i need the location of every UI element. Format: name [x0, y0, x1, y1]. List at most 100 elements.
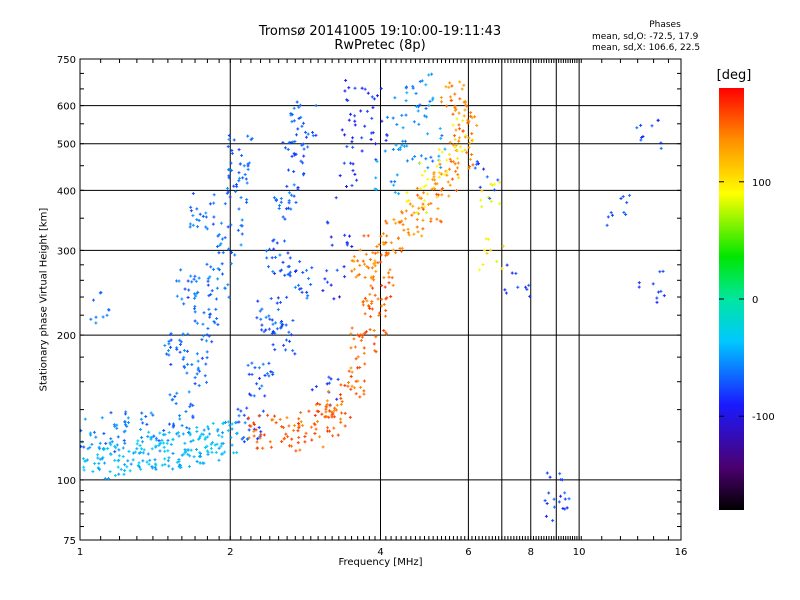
data-point	[217, 458, 221, 462]
data-point	[369, 284, 373, 288]
data-point	[382, 276, 386, 280]
data-point	[260, 307, 264, 311]
data-point	[420, 79, 424, 83]
data-point	[659, 141, 663, 145]
data-point	[209, 446, 213, 450]
data-point	[304, 431, 308, 435]
data-point	[296, 422, 300, 426]
data-point	[439, 136, 443, 140]
data-point	[400, 211, 404, 215]
data-point	[328, 404, 332, 408]
data-point	[427, 202, 431, 206]
data-point	[477, 162, 481, 166]
data-point	[440, 150, 444, 154]
data-point	[86, 447, 90, 451]
data-point	[150, 435, 154, 439]
data-point	[282, 426, 286, 430]
data-point	[178, 417, 182, 421]
data-point	[345, 145, 349, 149]
data-point	[229, 223, 233, 227]
data-point	[260, 384, 264, 388]
data-point	[349, 112, 353, 116]
data-point	[239, 243, 243, 247]
data-point	[457, 123, 461, 127]
data-point	[375, 94, 379, 98]
data-point	[221, 452, 225, 456]
data-point	[191, 438, 195, 442]
data-point	[364, 252, 368, 256]
data-point	[369, 315, 373, 319]
data-point	[404, 113, 408, 117]
data-point	[158, 449, 162, 453]
data-point	[189, 209, 193, 213]
data-point	[343, 275, 347, 279]
data-point	[311, 134, 315, 138]
data-point	[314, 427, 318, 431]
data-point	[466, 118, 470, 122]
data-point	[380, 297, 384, 301]
data-point	[425, 115, 429, 119]
data-point	[459, 145, 463, 149]
data-point	[356, 273, 360, 277]
data-point	[268, 440, 272, 444]
data-point	[247, 372, 251, 376]
data-point	[339, 396, 343, 400]
data-point	[110, 440, 114, 444]
data-point	[363, 275, 367, 279]
data-point	[551, 519, 555, 523]
phase-stats-o-mode: mean, sd,O: -72.5, 17.9	[592, 32, 699, 42]
data-point	[463, 99, 467, 103]
data-point	[238, 176, 242, 180]
data-point	[327, 375, 331, 379]
data-point	[447, 194, 451, 198]
data-point	[236, 228, 240, 232]
data-point	[429, 201, 433, 205]
data-point	[299, 159, 303, 163]
data-point	[427, 73, 431, 77]
data-point	[475, 160, 479, 164]
data-point	[123, 441, 127, 445]
data-point	[411, 204, 415, 208]
data-point	[166, 459, 170, 463]
data-point	[166, 349, 170, 353]
data-point	[327, 415, 331, 419]
data-point	[498, 180, 502, 184]
data-point	[314, 133, 318, 137]
data-point	[404, 86, 408, 90]
data-point	[293, 153, 297, 157]
data-point	[292, 183, 296, 187]
data-point	[395, 122, 399, 126]
data-point	[415, 186, 419, 190]
data-point	[220, 435, 224, 439]
data-point	[196, 225, 200, 229]
data-point	[208, 432, 212, 436]
data-point	[260, 328, 264, 332]
data-point	[453, 134, 457, 138]
data-point	[412, 120, 416, 124]
data-point	[314, 103, 318, 107]
data-point	[205, 350, 209, 354]
data-point	[123, 429, 127, 433]
data-point	[439, 172, 443, 176]
data-point	[384, 251, 388, 255]
data-point	[255, 316, 259, 320]
data-point	[204, 211, 208, 215]
data-point	[325, 382, 329, 386]
data-point	[265, 249, 269, 253]
data-point	[208, 202, 212, 206]
data-point	[240, 218, 244, 222]
data-point	[374, 158, 378, 162]
data-point	[296, 283, 300, 287]
data-point	[377, 243, 381, 247]
data-point	[370, 275, 374, 279]
data-point	[563, 507, 567, 511]
data-point	[285, 295, 289, 299]
data-point	[286, 435, 290, 439]
data-point	[345, 98, 349, 102]
data-point	[448, 140, 452, 144]
data-point	[163, 343, 167, 347]
data-point	[345, 185, 349, 189]
data-point	[206, 279, 210, 283]
data-point	[240, 154, 244, 158]
data-point	[195, 447, 199, 451]
